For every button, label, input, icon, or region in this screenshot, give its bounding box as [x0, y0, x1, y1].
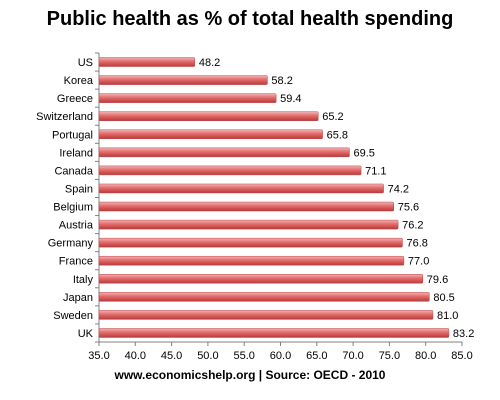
bar-us	[98, 57, 196, 67]
value-label: 81.0	[437, 310, 458, 322]
category-label: Portugal	[52, 129, 93, 141]
category-label: US	[78, 57, 93, 69]
category-label: Italy	[73, 274, 94, 286]
bar-austria	[98, 219, 399, 230]
category-label: UK	[78, 328, 94, 340]
x-tick-label: 40.0	[125, 350, 146, 362]
value-label: 76.2	[402, 220, 423, 232]
bar-ireland	[98, 147, 350, 158]
bar-spain	[98, 183, 384, 194]
bar-switzerland	[98, 111, 319, 121]
category-label: Austria	[59, 220, 94, 232]
value-label: 48.2	[199, 57, 220, 69]
chart-title: Public health as % of total health spend…	[46, 8, 454, 30]
category-label: Japan	[63, 292, 93, 304]
category-label: France	[59, 256, 93, 268]
bar-japan	[98, 292, 430, 302]
bar-uk	[98, 328, 450, 338]
value-label: 58.2	[271, 75, 292, 87]
bar-france	[98, 255, 405, 266]
bar-portugal	[98, 129, 323, 140]
x-tick-label: 85.0	[451, 350, 472, 362]
category-label: Sweden	[53, 310, 93, 322]
value-label: 71.1	[365, 165, 386, 177]
category-label: Greece	[57, 93, 93, 105]
bar-sweden	[98, 310, 434, 320]
value-label: 75.6	[398, 202, 419, 214]
category-label: Ireland	[59, 147, 93, 159]
value-label: 83.2	[453, 328, 474, 340]
x-tick-label: 70.0	[342, 350, 363, 362]
category-label: Canada	[54, 165, 93, 177]
source-note: www.economicshelp.org | Source: OECD - 2…	[114, 368, 386, 382]
x-tick-label: 80.0	[415, 350, 436, 362]
value-label: 65.8	[327, 129, 348, 141]
bar-belgium	[98, 201, 395, 212]
bar-korea	[98, 75, 268, 85]
category-label: Germany	[48, 238, 94, 250]
x-tick-label: 35.0	[88, 350, 109, 362]
bar-canada	[98, 165, 362, 176]
category-label: Belgium	[53, 202, 93, 214]
x-tick-label: 45.0	[161, 350, 182, 362]
value-label: 69.5	[353, 147, 374, 159]
value-label: 80.5	[433, 292, 454, 304]
value-label: 74.2	[388, 183, 409, 195]
value-label: 59.4	[280, 93, 301, 105]
x-tick-label: 65.0	[306, 350, 327, 362]
x-tick-label: 75.0	[379, 350, 400, 362]
bar-greece	[98, 93, 277, 103]
value-label: 76.8	[406, 238, 427, 250]
value-label: 65.2	[322, 111, 343, 123]
x-tick-label: 60.0	[270, 350, 291, 362]
x-tick-label: 55.0	[233, 350, 254, 362]
bar-germany	[98, 237, 403, 248]
value-label: 77.0	[408, 256, 429, 268]
category-label: Korea	[64, 75, 94, 87]
category-label: Spain	[65, 183, 93, 195]
bar-italy	[98, 274, 424, 284]
category-label: Switzerland	[36, 111, 93, 123]
value-label: 79.6	[427, 274, 448, 286]
x-tick-label: 50.0	[197, 350, 218, 362]
